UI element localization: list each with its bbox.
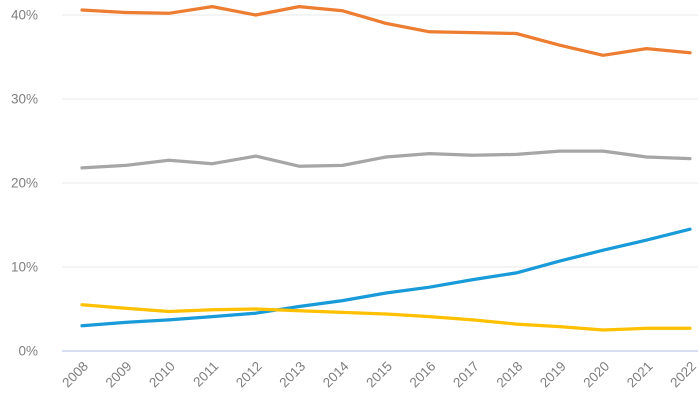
y-axis-tick-label: 30% [11, 92, 38, 107]
x-axis-tick-label: 2012 [233, 359, 265, 391]
y-axis-tick-label: 10% [11, 260, 38, 275]
x-axis-tick-label: 2021 [624, 359, 656, 391]
y-axis-tick-label: 0% [18, 344, 38, 359]
series-line-yellow-series [80, 303, 692, 332]
x-axis-tick-label: 2015 [363, 359, 395, 391]
series-line-orange-series [80, 4, 692, 57]
x-axis-tick-label: 2011 [190, 359, 221, 390]
x-axis-tick-label: 2013 [276, 359, 308, 391]
x-axis-tick-label: 2017 [450, 359, 482, 391]
x-axis-tick-label: 2014 [320, 358, 352, 390]
x-axis-tick-label: 2010 [146, 359, 178, 391]
x-axis-tick-label: 2009 [103, 359, 135, 391]
x-axis-tick-label: 2019 [537, 359, 569, 391]
y-axis-tick-label: 20% [11, 176, 38, 191]
x-axis-tick-label: 2018 [494, 359, 526, 391]
x-axis-tick-label: 2008 [59, 359, 91, 391]
series-line-blue-series [80, 227, 692, 328]
x-axis-tick-label: 2022 [667, 359, 699, 391]
x-axis-tick-label: 2016 [407, 359, 439, 391]
x-axis-tick-label: 2020 [580, 359, 612, 391]
y-axis-tick-label: 40% [11, 8, 38, 23]
series-line-gray-series [80, 149, 692, 170]
